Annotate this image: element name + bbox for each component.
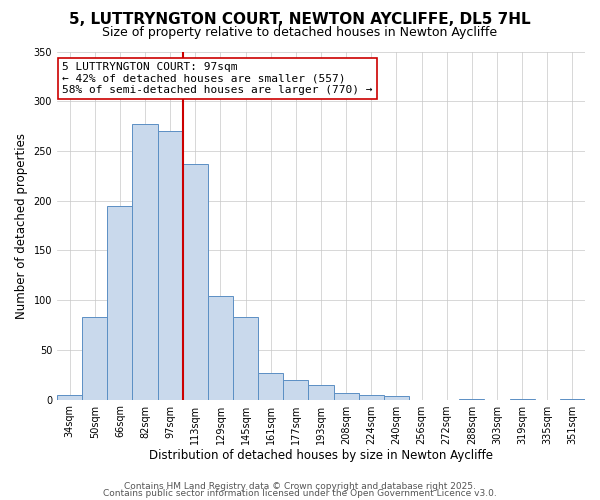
Bar [384,396,409,400]
Bar [233,317,258,400]
Bar [509,398,535,400]
Bar [334,392,359,400]
Text: Contains public sector information licensed under the Open Government Licence v3: Contains public sector information licen… [103,490,497,498]
Bar [258,372,283,400]
Bar [57,394,82,400]
Bar [107,206,133,400]
Bar [308,384,334,400]
Bar [283,380,308,400]
Bar [560,398,585,400]
Bar [208,296,233,400]
Text: 5 LUTTRYNGTON COURT: 97sqm
← 42% of detached houses are smaller (557)
58% of sem: 5 LUTTRYNGTON COURT: 97sqm ← 42% of deta… [62,62,373,95]
Bar [158,131,183,400]
Bar [133,124,158,400]
Bar [459,398,484,400]
Text: 5, LUTTRYNGTON COURT, NEWTON AYCLIFFE, DL5 7HL: 5, LUTTRYNGTON COURT, NEWTON AYCLIFFE, D… [69,12,531,28]
X-axis label: Distribution of detached houses by size in Newton Aycliffe: Distribution of detached houses by size … [149,450,493,462]
Bar [82,317,107,400]
Bar [359,394,384,400]
Bar [183,164,208,400]
Y-axis label: Number of detached properties: Number of detached properties [15,132,28,318]
Text: Size of property relative to detached houses in Newton Aycliffe: Size of property relative to detached ho… [103,26,497,39]
Text: Contains HM Land Registry data © Crown copyright and database right 2025.: Contains HM Land Registry data © Crown c… [124,482,476,491]
